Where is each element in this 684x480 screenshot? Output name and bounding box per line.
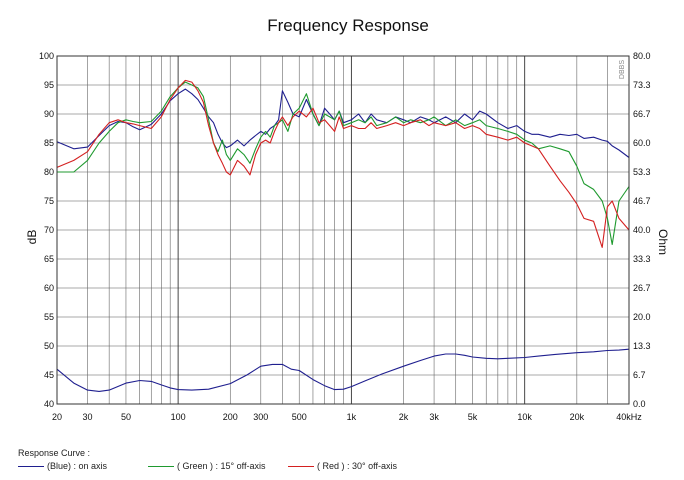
- y-tick-label: 75: [44, 196, 54, 206]
- y2-tick-label: 20.0: [633, 312, 651, 322]
- legend-swatch-red: [288, 466, 314, 468]
- legend-label-blue: (Blue) : on axis: [47, 461, 108, 471]
- x-tick-label: 1k: [347, 412, 357, 422]
- plot-frame: [56, 55, 630, 405]
- y-tick-label: 40: [44, 399, 54, 409]
- x-tick-label: 3k: [429, 412, 439, 422]
- legend-item-green: ( Green ) : 15° off-axis: [148, 461, 265, 471]
- corner-label: DBBS: [619, 60, 626, 79]
- y-tick-label: 60: [44, 283, 54, 293]
- y2-tick-label: 46.7: [633, 196, 651, 206]
- x-tick-label: 200: [223, 412, 238, 422]
- y2-tick-label: 60.0: [633, 138, 651, 148]
- y-tick-label: 45: [44, 370, 54, 380]
- legend-item-blue: (Blue) : on axis: [18, 461, 107, 471]
- series-line-red-30-off-axis: [56, 79, 630, 248]
- y2-tick-label: 80.0: [633, 51, 651, 61]
- y2-tick-label: 13.3: [633, 341, 651, 351]
- y2-axis-label: Ohm: [656, 229, 670, 255]
- legend-title: Response Curve :: [18, 448, 91, 458]
- x-tick-label: 2k: [399, 412, 409, 422]
- y-tick-label: 85: [44, 138, 54, 148]
- x-tick-label: 10k: [517, 412, 532, 422]
- y-tick-label: 80: [44, 167, 54, 177]
- y2-tick-label: 40.0: [633, 225, 651, 235]
- y-tick-label: 70: [44, 225, 54, 235]
- y-tick-label: 65: [44, 254, 54, 264]
- y2-tick-label: 33.3: [633, 254, 651, 264]
- series-line-blue-on-axis: [56, 88, 630, 158]
- y2-tick-label: 66.7: [633, 109, 651, 119]
- x-tick-label: 300: [253, 412, 268, 422]
- chart-title: Frequency Response: [267, 16, 429, 35]
- legend-label-green: ( Green ) : 15° off-axis: [177, 461, 266, 471]
- x-tick-label: 40kHz: [616, 412, 642, 422]
- y2-tick-label: 0.0: [633, 399, 646, 409]
- y-tick-label: 55: [44, 312, 54, 322]
- y2-tick-label: 26.7: [633, 283, 651, 293]
- x-tick-label: 30: [83, 412, 93, 422]
- legend-swatch-blue: [18, 466, 44, 468]
- frequency-response-chart: Frequency Response DBBS dB Ohm 20 30 50 100…: [25, 16, 670, 422]
- legend: Response Curve : (Blue) : on axis ( Gree…: [18, 448, 678, 478]
- x-tick-label: 20: [52, 412, 62, 422]
- y-tick-label: 50: [44, 341, 54, 351]
- series-line-impedance: [56, 348, 630, 392]
- y-tick-label: 100: [39, 51, 54, 61]
- series-line-green-15-off-axis: [57, 81, 630, 246]
- x-tick-label: 50: [121, 412, 131, 422]
- y-tick-label: 90: [44, 109, 54, 119]
- y-tick-label: 95: [44, 80, 54, 90]
- x-tick-label: 100: [171, 412, 186, 422]
- x-tick-label: 20k: [570, 412, 585, 422]
- y2-tick-label: 6.7: [633, 370, 646, 380]
- y-axis-label: dB: [25, 230, 39, 245]
- y2-tick-label: 73.3: [633, 80, 651, 90]
- legend-swatch-green: [148, 466, 174, 468]
- x-tick-label: 500: [292, 412, 307, 422]
- legend-label-red: ( Red ) : 30° off-axis: [317, 461, 397, 471]
- legend-item-red: ( Red ) : 30° off-axis: [288, 461, 397, 471]
- x-tick-label: 5k: [468, 412, 478, 422]
- y2-tick-label: 53.3: [633, 167, 651, 177]
